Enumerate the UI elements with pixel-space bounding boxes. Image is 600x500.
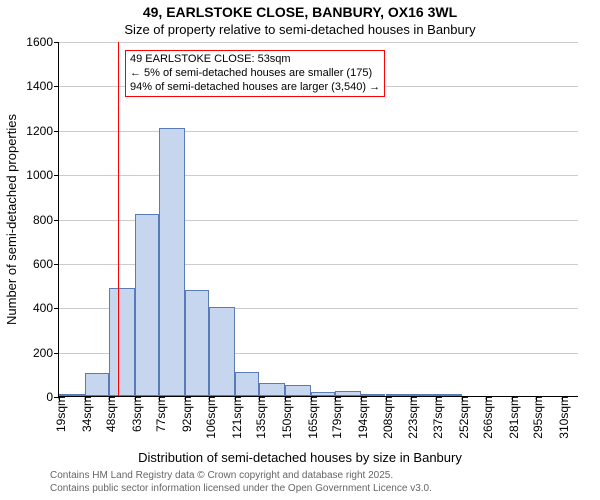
plot-area: 0200400600800100012001400160019sqm34sqm4…	[58, 42, 578, 397]
reference-line	[118, 42, 119, 396]
y-tick-label: 400	[33, 301, 59, 315]
x-tick-label: 48sqm	[100, 396, 118, 432]
x-axis-label: Distribution of semi-detached houses by …	[0, 450, 600, 465]
grid-line	[59, 131, 578, 132]
chart-title: 49, EARLSTOKE CLOSE, BANBURY, OX16 3WL	[0, 4, 600, 20]
x-tick-label: 281sqm	[503, 396, 521, 439]
x-tick-label: 106sqm	[200, 396, 218, 439]
x-tick-label: 266sqm	[477, 396, 495, 439]
annotation-box: 49 EARLSTOKE CLOSE: 53sqm← 5% of semi-de…	[125, 50, 385, 97]
grid-line	[59, 175, 578, 176]
y-axis-label: Number of semi-detached properties	[4, 114, 19, 325]
y-tick-label: 600	[33, 257, 59, 271]
x-tick-label: 165sqm	[302, 396, 320, 439]
histogram-bar	[185, 290, 209, 397]
x-tick-label: 150sqm	[276, 396, 294, 439]
histogram-bar	[109, 288, 135, 396]
grid-line	[59, 42, 578, 43]
histogram-bar	[159, 128, 185, 396]
x-tick-label: 34sqm	[76, 396, 94, 432]
y-tick-label: 1600	[26, 35, 59, 49]
x-tick-label: 223sqm	[402, 396, 420, 439]
x-tick-label: 295sqm	[527, 396, 545, 439]
y-tick-label: 1000	[26, 168, 59, 182]
x-tick-label: 208sqm	[377, 396, 395, 439]
histogram-bar	[85, 373, 109, 396]
histogram-bar	[135, 214, 159, 396]
y-tick-label: 200	[33, 346, 59, 360]
x-tick-label: 63sqm	[126, 396, 144, 432]
x-tick-label: 252sqm	[453, 396, 471, 439]
credits-line-1: Contains HM Land Registry data © Crown c…	[50, 470, 393, 481]
y-tick-label: 1400	[26, 79, 59, 93]
chart-container: { "title": "49, EARLSTOKE CLOSE, BANBURY…	[0, 0, 600, 500]
x-tick-label: 19sqm	[50, 396, 68, 432]
histogram-bar	[209, 307, 235, 396]
credits-line-2: Contains public sector information licen…	[50, 483, 432, 494]
histogram-bar	[235, 372, 259, 396]
x-tick-label: 121sqm	[226, 396, 244, 439]
y-tick-label: 1200	[26, 124, 59, 138]
x-tick-label: 194sqm	[352, 396, 370, 439]
annotation-line: 94% of semi-detached houses are larger (…	[130, 81, 380, 95]
x-tick-label: 135sqm	[250, 396, 268, 439]
histogram-bar	[285, 385, 311, 396]
chart-subtitle: Size of property relative to semi-detach…	[0, 22, 600, 37]
y-tick-label: 800	[33, 213, 59, 227]
x-tick-label: 92sqm	[176, 396, 194, 432]
x-tick-label: 237sqm	[427, 396, 445, 439]
histogram-bar	[259, 383, 285, 396]
annotation-line: ← 5% of semi-detached houses are smaller…	[130, 67, 380, 81]
x-tick-label: 77sqm	[150, 396, 168, 432]
x-tick-label: 310sqm	[553, 396, 571, 439]
annotation-line: 49 EARLSTOKE CLOSE: 53sqm	[130, 53, 380, 67]
x-tick-label: 179sqm	[326, 396, 344, 439]
